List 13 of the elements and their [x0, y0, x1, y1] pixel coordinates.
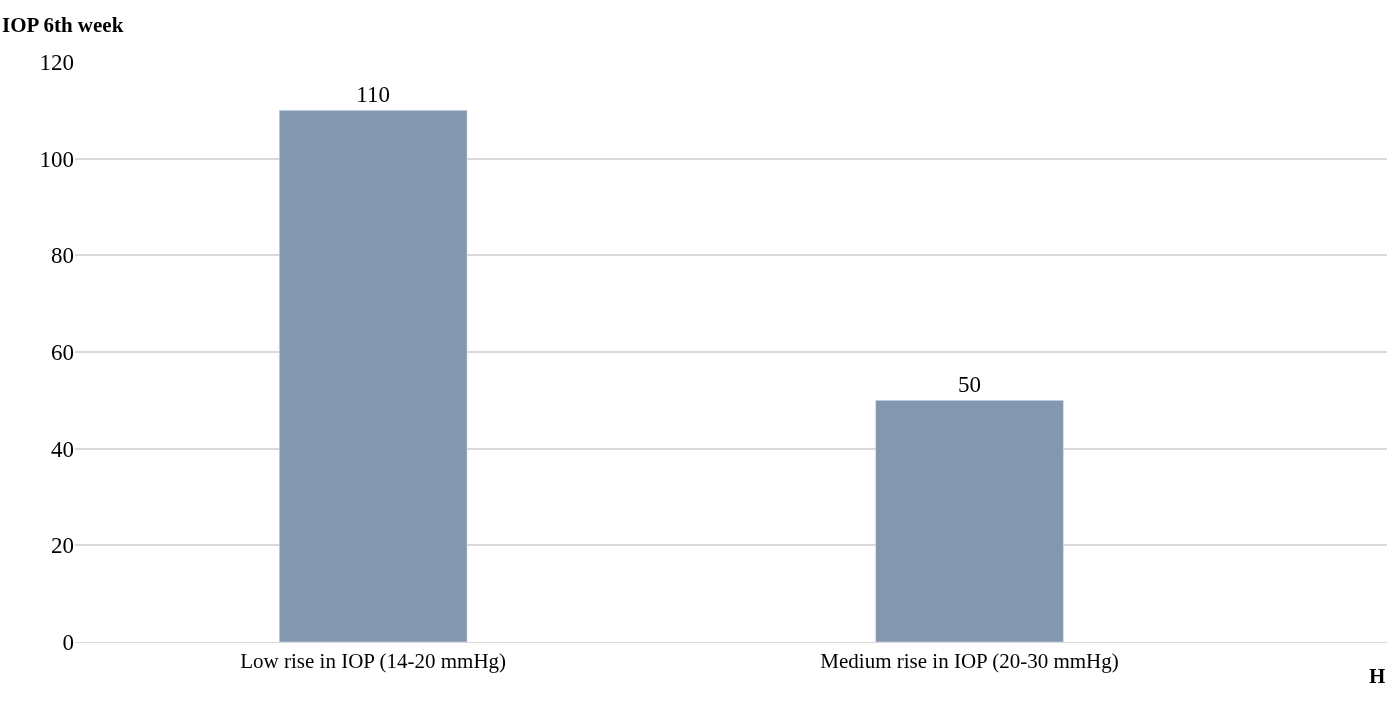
data-label: 110 [356, 82, 391, 108]
x-tick-label: Low rise in IOP (14-20 mmHg) [240, 649, 507, 674]
y-tick-label: 20 [51, 533, 74, 559]
y-tick-label: 40 [51, 436, 74, 462]
y-tick-label: 0 [62, 630, 74, 656]
x-tick-label: Medium rise in IOP (20-30 mmHg) [820, 649, 1119, 674]
y-tick-label: 120 [39, 50, 74, 76]
data-label: 50 [958, 372, 982, 398]
y-tick-label: 100 [39, 146, 74, 172]
text: H [1369, 664, 1386, 688]
y-axis-title: IOP 6th week [2, 13, 124, 37]
y-tick-label: 60 [51, 340, 74, 366]
y-tick-label: 80 [51, 243, 74, 269]
